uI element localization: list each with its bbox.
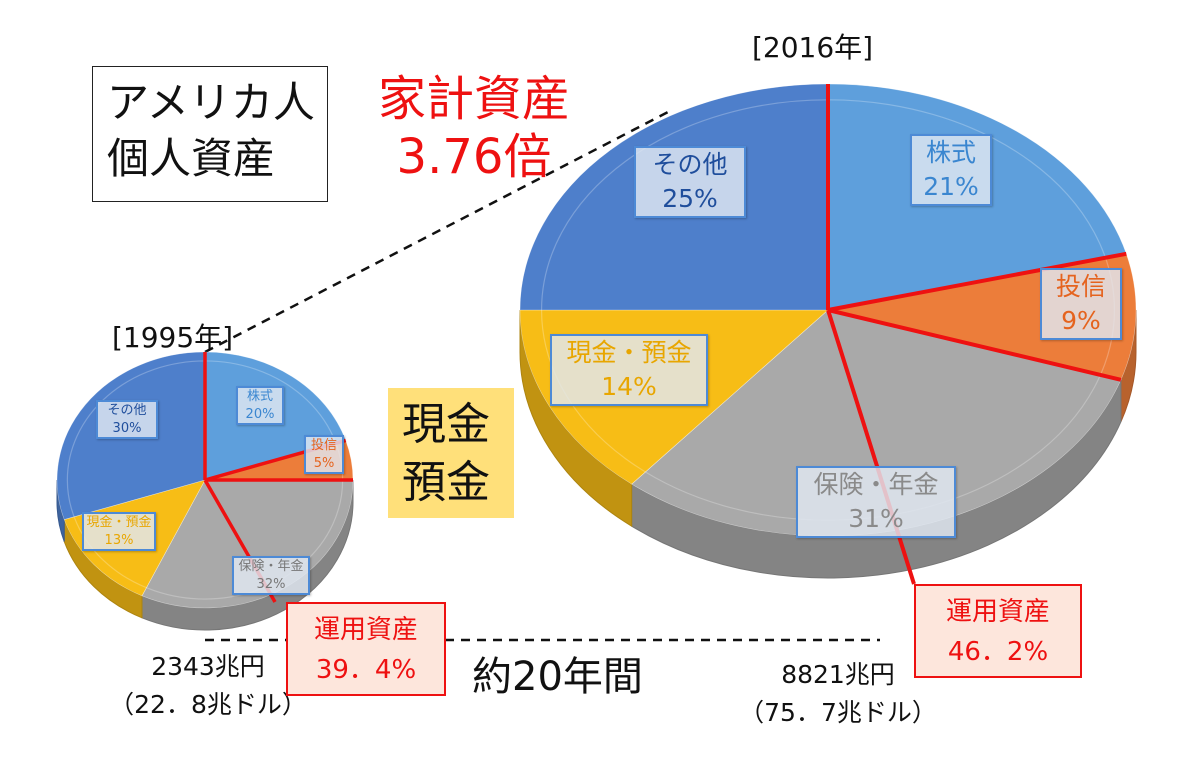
title-box: アメリカ人 個人資産 (92, 66, 328, 202)
pie-2016-label-insurance: 保険・年金 31% (796, 466, 956, 538)
cash-highlight-line-1: 現金 (402, 399, 490, 450)
total-1995: 2343兆円 （22．8兆ドル） (88, 648, 328, 724)
pie-2016-investment-pointer (826, 309, 916, 585)
pie-2016-label-other-name: その他 (652, 150, 728, 179)
total-2016: 8821兆円 （75．7兆ドル） (718, 656, 958, 732)
pie-1995-label-other-value: 30% (112, 420, 142, 436)
pie-2016-label-cash-name: 現金・預金 (566, 338, 692, 367)
pie-1995-label-funds-value: 5% (313, 455, 335, 471)
title-line-1: アメリカ人 (107, 78, 315, 127)
title-line-2: 個人資産 (107, 134, 276, 183)
pie-1995-label-cash-name: 現金・預金 (86, 515, 152, 530)
total-1995-usd: （22．8兆ドル） (109, 690, 307, 719)
pie-2016-label-funds: 投信 9% (1040, 268, 1122, 340)
year-label-1995: [1995年] (112, 321, 234, 354)
pie-2016-label-insurance-value: 31% (848, 503, 904, 533)
cash-highlight-line-2: 預金 (402, 457, 490, 508)
pie-1995-label-insurance: 保険・年金 32% (232, 556, 310, 596)
pie-1995-label-stocks-name: 株式 (246, 389, 273, 404)
pie-2016-label-stocks-value: 21% (923, 171, 979, 201)
multiplier-line-2: 3.76倍 (396, 129, 552, 185)
period-label: 約20年間 (472, 654, 643, 700)
investment-label-2016: 運用資産 (945, 597, 1050, 627)
growth-multiplier: 家計資産 3.76倍 (354, 70, 594, 186)
pie-1995-label-cash: 現金・預金 13% (82, 512, 156, 552)
investment-label-1995: 運用資産 (313, 615, 418, 645)
investment-assets-1995: 運用資産 39．4% (286, 602, 446, 696)
pie-1995-label-other: その他 30% (96, 400, 158, 440)
pie-1995-label-funds: 投信 5% (304, 435, 344, 475)
cash-deposit-highlight: 現金 預金 (388, 388, 514, 518)
pie-1995-label-funds-name: 投信 (310, 438, 337, 453)
pie-2016-label-cash: 現金・預金 14% (550, 334, 708, 406)
pie-1995-label-other-name: その他 (107, 403, 147, 418)
total-2016-yen: 8821兆円 (781, 660, 895, 689)
pie-2016-label-other: その他 25% (634, 146, 746, 218)
pie-2016-label-cash-value: 14% (601, 371, 657, 401)
multiplier-line-1: 家計資産 (377, 71, 570, 127)
pie-1995-label-insurance-value: 32% (256, 576, 286, 592)
pie-2016-label-funds-name: 投信 (1055, 272, 1106, 301)
total-1995-yen: 2343兆円 (151, 652, 265, 681)
connector-line-top (204, 110, 669, 354)
pie-2016-investment-line-3 (827, 308, 1122, 382)
year-label-2016: [2016年] (752, 31, 874, 64)
pie-2016-label-other-value: 25% (662, 183, 718, 213)
investment-assets-2016: 運用資産 46．2% (914, 584, 1082, 678)
pie-2016-label-stocks: 株式 21% (910, 134, 992, 206)
investment-share-1995: 39．4% (315, 655, 417, 685)
pie-2016-label-funds-value: 9% (1061, 305, 1101, 335)
pie-2016-investment-line-2 (827, 251, 1127, 312)
pie-1995-label-insurance-name: 保険・年金 (238, 559, 304, 574)
pie-2016-label-stocks-name: 株式 (925, 138, 976, 167)
total-2016-usd: （75．7兆ドル） (739, 698, 937, 727)
investment-share-2016: 46．2% (947, 637, 1049, 667)
pie-1995-label-cash-value: 13% (104, 532, 134, 548)
pie-2016-label-insurance-name: 保険・年金 (813, 470, 939, 499)
pie-1995-label-stocks-value: 20% (245, 406, 275, 422)
pie-1995-label-stocks: 株式 20% (236, 386, 284, 426)
